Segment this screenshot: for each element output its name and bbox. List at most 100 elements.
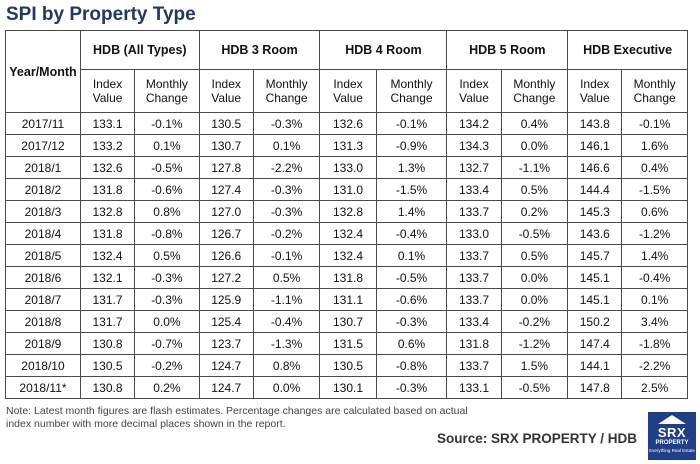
index-value-cell: 132.1 xyxy=(79,266,136,289)
index-value-cell: 143.8 xyxy=(567,112,623,135)
monthly-change-cell: -0.4% xyxy=(621,266,688,289)
index-value-cell: 127.4 xyxy=(198,178,254,201)
index-value-cell: 131.7 xyxy=(79,288,136,311)
monthly-change-cell: 0.4% xyxy=(500,112,569,135)
index-value-cell: 131.7 xyxy=(79,310,136,333)
monthly-change-header: Monthly Change xyxy=(252,69,321,113)
table-row: 2018/2 131.8 -0.6% 127.4 -0.3% 131.0 -1.5% 133.… xyxy=(5,178,688,201)
monthly-change-cell: 1.4% xyxy=(621,244,688,267)
index-value-cell: 130.5 xyxy=(198,112,254,135)
monthly-change-cell: -1.3% xyxy=(252,332,321,355)
monthly-change-cell: -1.8% xyxy=(621,332,688,355)
monthly-change-cell: 1.5% xyxy=(500,354,569,377)
monthly-change-cell: 0.6% xyxy=(621,200,688,223)
index-value-cell: 126.6 xyxy=(198,244,254,267)
index-value-cell: 132.7 xyxy=(446,156,502,179)
srx-logo: SRX PROPERTY Everything Real Estate xyxy=(648,412,696,460)
logo-line2: Everything Real Estate xyxy=(649,448,695,453)
index-value-cell: 130.8 xyxy=(79,376,136,399)
monthly-change-cell: 3.4% xyxy=(621,310,688,333)
index-value-header: Index Value xyxy=(79,69,136,113)
index-value-cell: 133.1 xyxy=(79,112,136,135)
year-month-header: Year/Month xyxy=(5,30,81,113)
row-period: 2018/11* xyxy=(5,376,81,399)
index-value-cell: 132.8 xyxy=(319,200,377,223)
monthly-change-header: Monthly Change xyxy=(621,69,688,113)
index-value-cell: 133.0 xyxy=(446,222,502,245)
monthly-change-cell: -0.3% xyxy=(252,200,321,223)
monthly-change-cell: 0.6% xyxy=(375,332,448,355)
index-value-cell: 147.8 xyxy=(567,376,623,399)
monthly-change-cell: -0.3% xyxy=(134,266,200,289)
index-value-cell: 133.4 xyxy=(446,178,502,201)
monthly-change-cell: -0.3% xyxy=(375,376,448,399)
index-value-cell: 131.8 xyxy=(79,222,136,245)
monthly-change-cell: 0.5% xyxy=(252,266,321,289)
monthly-change-cell: -0.4% xyxy=(252,310,321,333)
index-value-cell: 130.7 xyxy=(319,310,377,333)
index-value-cell: 130.5 xyxy=(79,354,136,377)
monthly-change-cell: -0.3% xyxy=(375,310,448,333)
monthly-change-cell: 0.8% xyxy=(134,200,200,223)
row-period: 2018/8 xyxy=(5,310,81,333)
index-value-cell: 145.1 xyxy=(567,266,623,289)
index-value-cell: 145.3 xyxy=(567,200,623,223)
monthly-change-cell: -0.6% xyxy=(134,178,200,201)
table-row: 2018/9 130.8 -0.7% 123.7 -1.3% 131.5 0.6% 131.8… xyxy=(5,332,688,355)
table-row: 2018/3 132.8 0.8% 127.0 -0.3% 132.8 1.4% 133.7 0… xyxy=(5,200,688,223)
table-body: 2017/11 133.1 -0.1% 130.5 -0.3% 132.6 -0.1% 134… xyxy=(5,112,688,399)
index-value-cell: 123.7 xyxy=(198,332,254,355)
monthly-change-cell: 0.1% xyxy=(375,244,448,267)
monthly-change-cell: -1.2% xyxy=(500,332,569,355)
group-header-hdb-5-room: HDB 5 Room xyxy=(446,30,569,70)
group-header-hdb-4-room: HDB 4 Room xyxy=(319,30,448,70)
monthly-change-cell: -0.1% xyxy=(621,112,688,135)
monthly-change-cell: 0.2% xyxy=(134,376,200,399)
monthly-change-cell: -0.8% xyxy=(134,222,200,245)
table-row: 2018/1 132.6 -0.5% 127.8 -2.2% 133.0 1.3% 132.7… xyxy=(5,156,688,179)
monthly-change-cell: -0.1% xyxy=(375,112,448,135)
monthly-change-cell: -1.1% xyxy=(500,156,569,179)
house-roof-icon xyxy=(658,415,686,424)
row-period: 2018/6 xyxy=(5,266,81,289)
index-value-cell: 133.7 xyxy=(446,244,502,267)
index-value-cell: 143.6 xyxy=(567,222,623,245)
group-header-hdb-3-room: HDB 3 Room xyxy=(198,30,321,70)
row-period: 2017/12 xyxy=(5,134,81,157)
monthly-change-cell: -0.5% xyxy=(375,266,448,289)
monthly-change-cell: -0.5% xyxy=(500,222,569,245)
index-value-cell: 133.7 xyxy=(446,354,502,377)
table-row: 2018/11* 130.8 0.2% 124.7 0.0% 130.1 -0.3% 133.… xyxy=(5,376,688,399)
index-value-cell: 145.7 xyxy=(567,244,623,267)
table-row: 2018/10 130.5 -0.2% 124.7 0.8% 130.5 -0.8% 133.… xyxy=(5,354,688,377)
monthly-change-cell: 2.5% xyxy=(621,376,688,399)
index-value-cell: 132.6 xyxy=(79,156,136,179)
monthly-change-cell: -2.2% xyxy=(252,156,321,179)
index-value-cell: 133.1 xyxy=(446,376,502,399)
monthly-change-header: Monthly Change xyxy=(500,69,569,113)
monthly-change-cell: -0.1% xyxy=(252,244,321,267)
index-value-cell: 131.5 xyxy=(319,332,377,355)
table-row: 2018/7 131.7 -0.3% 125.9 -1.1% 131.1 -0.6% 133.… xyxy=(5,288,688,311)
monthly-change-cell: 0.1% xyxy=(252,134,321,157)
monthly-change-cell: -0.2% xyxy=(252,222,321,245)
row-period: 2018/2 xyxy=(5,178,81,201)
monthly-change-cell: -0.2% xyxy=(500,310,569,333)
index-value-cell: 150.2 xyxy=(567,310,623,333)
row-period: 2018/3 xyxy=(5,200,81,223)
index-value-cell: 124.7 xyxy=(198,376,254,399)
monthly-change-cell: -0.3% xyxy=(252,112,321,135)
source-credit: Source: SRX PROPERTY / HDB xyxy=(437,431,638,446)
monthly-change-cell: 0.0% xyxy=(500,288,569,311)
monthly-change-cell: -0.1% xyxy=(134,112,200,135)
index-value-cell: 125.9 xyxy=(198,288,254,311)
monthly-change-cell: -0.4% xyxy=(375,222,448,245)
monthly-change-cell: -0.3% xyxy=(134,288,200,311)
index-value-cell: 131.8 xyxy=(319,266,377,289)
monthly-change-cell: 1.4% xyxy=(375,200,448,223)
footnote: Note: Latest month figures are flash est… xyxy=(6,405,468,430)
monthly-change-cell: -0.8% xyxy=(375,354,448,377)
index-value-cell: 132.6 xyxy=(319,112,377,135)
index-value-cell: 133.0 xyxy=(319,156,377,179)
index-value-cell: 132.8 xyxy=(79,200,136,223)
